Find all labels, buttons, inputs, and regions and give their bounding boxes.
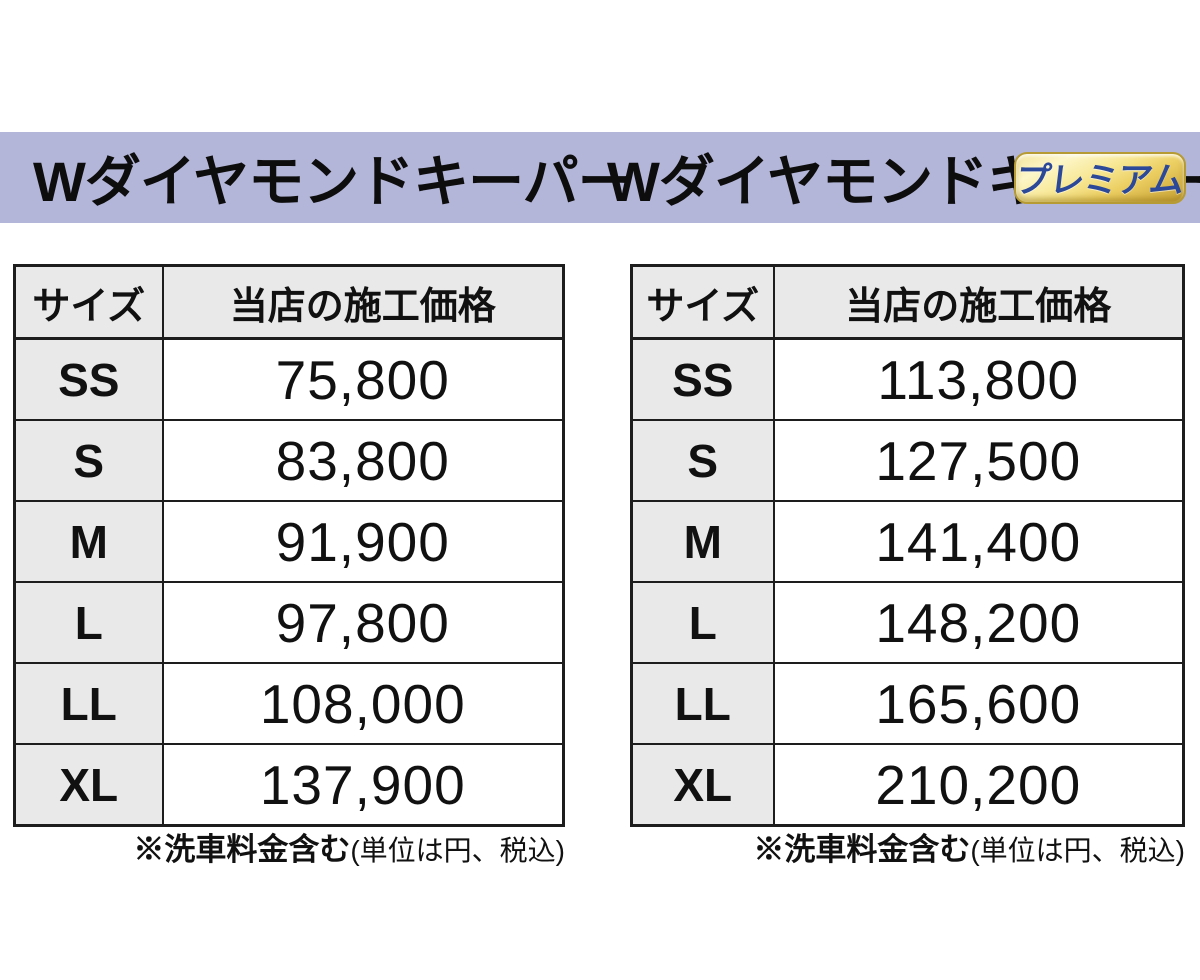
price-cell: 210,200 [772,743,1185,827]
premium-badge: プレミアム [1013,151,1186,204]
size-cell: XL [630,743,775,827]
price-cell: 91,900 [161,500,565,583]
price-cell: 113,800 [772,337,1185,421]
table-row: LL 108,000 [13,662,565,745]
table-row: S 83,800 [13,419,565,502]
title-banner: Wダイヤモンドキーパー Wダイヤモンドキーパー プレミアム [0,132,1200,223]
table-row: L 148,200 [630,581,1185,664]
price-column-header: 当店の施工価格 [161,264,565,340]
size-cell: M [13,500,164,583]
table-row: SS 75,800 [13,337,565,421]
price-cell: 108,000 [161,662,565,745]
size-cell: S [630,419,775,502]
table-row: XL 137,900 [13,743,565,827]
footnote-wash-included: ※洗車料金含む [133,832,351,867]
table-row: LL 165,600 [630,662,1185,745]
size-column-header: サイズ [13,264,164,340]
standard-table-footnote: ※洗車料金含む(単位は円、税込) [13,824,565,869]
price-cell: 148,200 [772,581,1185,664]
size-cell: LL [13,662,164,745]
standard-price-table: サイズ 当店の施工価格 SS 75,800 S 83,800 M 91,900 … [13,264,565,827]
price-cell: 127,500 [772,419,1185,502]
standard-plan-title: Wダイヤモンドキーパー [33,150,634,213]
table-row: M 91,900 [13,500,565,583]
size-cell: LL [630,662,775,745]
price-cell: 75,800 [161,337,565,421]
premium-table-footnote: ※洗車料金含む(単位は円、税込) [630,824,1185,869]
price-cell: 97,800 [161,581,565,664]
size-cell: M [630,500,775,583]
price-column-header: 当店の施工価格 [772,264,1185,340]
table-row: M 141,400 [630,500,1185,583]
table-header-row: サイズ 当店の施工価格 [13,264,565,340]
price-cell: 165,600 [772,662,1185,745]
table-row: L 97,800 [13,581,565,664]
footnote-unit-note: (単位は円、税込) [970,835,1185,866]
table-row: S 127,500 [630,419,1185,502]
price-cell: 141,400 [772,500,1185,583]
table-row: XL 210,200 [630,743,1185,827]
table-header-row: サイズ 当店の施工価格 [630,264,1185,340]
size-cell: S [13,419,164,502]
size-cell: SS [13,337,164,421]
table-row: SS 113,800 [630,337,1185,421]
price-cell: 137,900 [161,743,565,827]
premium-price-table: サイズ 当店の施工価格 SS 113,800 S 127,500 M 141,4… [630,264,1185,827]
size-cell: L [13,581,164,664]
size-cell: L [630,581,775,664]
size-column-header: サイズ [630,264,775,340]
footnote-unit-note: (単位は円、税込) [350,835,565,866]
footnote-wash-included: ※洗車料金含む [753,832,971,867]
size-cell: XL [13,743,164,827]
premium-badge-label: プレミアム [1013,161,1186,200]
price-cell: 83,800 [161,419,565,502]
size-cell: SS [630,337,775,421]
